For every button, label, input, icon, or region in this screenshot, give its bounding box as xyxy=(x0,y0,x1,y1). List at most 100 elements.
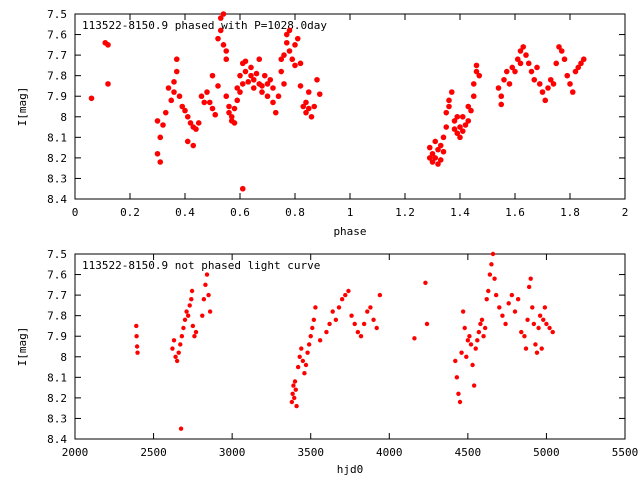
data-point xyxy=(503,68,510,75)
x-tick-label: 5500 xyxy=(612,446,639,459)
data-point xyxy=(537,313,543,318)
data-point xyxy=(190,323,196,329)
chart-title: 113522-8150.9 phased with P=1028.0day xyxy=(82,19,327,32)
y-tick-label: 8.4 xyxy=(47,193,67,206)
data-point xyxy=(575,64,582,71)
data-point xyxy=(492,276,497,281)
data-point xyxy=(184,113,191,120)
data-point xyxy=(377,292,383,298)
data-point xyxy=(289,399,295,405)
x-tick-label: 1.6 xyxy=(505,206,525,219)
data-point xyxy=(509,292,515,298)
data-point xyxy=(487,272,493,277)
data-point xyxy=(259,89,265,95)
data-point xyxy=(305,89,312,95)
data-point xyxy=(157,159,164,165)
data-point xyxy=(457,399,463,405)
data-point xyxy=(168,97,175,104)
data-point xyxy=(291,383,296,388)
data-point xyxy=(476,329,482,335)
data-point xyxy=(178,342,183,347)
data-point xyxy=(486,288,491,294)
data-point xyxy=(453,358,458,364)
data-point xyxy=(542,97,549,104)
data-point xyxy=(264,81,271,87)
data-point xyxy=(189,297,194,302)
data-point xyxy=(423,280,428,285)
data-point xyxy=(201,99,208,106)
data-point xyxy=(330,309,335,314)
data-point xyxy=(185,313,191,318)
x-tick-label: 2500 xyxy=(140,446,167,459)
data-point xyxy=(470,81,477,87)
data-point xyxy=(217,15,224,21)
data-point xyxy=(178,426,184,431)
data-point xyxy=(451,126,458,132)
data-point xyxy=(465,118,472,124)
data-point xyxy=(500,313,505,318)
data-point xyxy=(361,321,367,327)
data-point xyxy=(286,27,293,34)
y-tick-label: 8.1 xyxy=(47,131,67,144)
data-point xyxy=(278,56,285,63)
data-point xyxy=(457,124,463,130)
x-tick-label: 3000 xyxy=(219,446,246,459)
data-point xyxy=(209,105,216,112)
data-point xyxy=(497,305,502,310)
data-point xyxy=(292,62,298,69)
data-point xyxy=(272,109,279,116)
y-tick-label: 7.7 xyxy=(47,49,67,62)
data-point xyxy=(261,72,268,79)
data-point xyxy=(173,68,180,75)
data-point xyxy=(547,325,552,331)
data-point xyxy=(283,31,290,38)
data-point xyxy=(293,387,298,392)
data-point xyxy=(531,76,538,83)
data-point xyxy=(443,124,450,130)
data-point xyxy=(534,350,540,355)
data-point xyxy=(327,321,332,327)
data-point xyxy=(446,97,452,104)
data-point xyxy=(454,130,461,137)
data-point xyxy=(204,272,210,277)
data-point xyxy=(440,148,447,155)
y-tick-label: 7.6 xyxy=(47,29,67,42)
data-point xyxy=(193,329,199,335)
data-point xyxy=(525,60,532,67)
data-point xyxy=(528,68,535,75)
data-point xyxy=(206,99,213,106)
data-point xyxy=(545,85,551,91)
data-point xyxy=(536,81,543,87)
data-point xyxy=(520,44,527,50)
data-point xyxy=(448,89,455,95)
data-point xyxy=(506,301,511,306)
data-point xyxy=(170,346,175,351)
data-point xyxy=(294,35,301,42)
data-point xyxy=(292,395,297,401)
x-tick-label: 4500 xyxy=(455,446,482,459)
data-point xyxy=(256,56,263,63)
chart-title: 113522-8150.9 not phased light curve xyxy=(82,259,320,272)
data-point xyxy=(412,336,417,341)
data-point xyxy=(506,81,513,87)
data-point xyxy=(567,81,573,87)
data-point xyxy=(517,60,524,67)
y-tick-label: 7.8 xyxy=(47,310,67,323)
data-point xyxy=(542,305,548,310)
data-point xyxy=(174,358,180,364)
data-point xyxy=(550,329,555,335)
data-point xyxy=(231,105,238,112)
data-point xyxy=(519,329,524,335)
data-point xyxy=(294,403,299,409)
data-point xyxy=(295,364,301,370)
data-point xyxy=(468,342,474,347)
y-tick-label: 8.4 xyxy=(47,433,67,446)
y-tick-label: 7.5 xyxy=(47,8,67,21)
data-point xyxy=(481,334,486,339)
data-point xyxy=(203,282,208,288)
data-point xyxy=(313,305,318,310)
y-axis-label: I[mag] xyxy=(16,87,29,127)
data-point xyxy=(564,72,571,79)
data-point xyxy=(135,350,140,355)
y-axis-label: I[mag] xyxy=(16,327,29,367)
